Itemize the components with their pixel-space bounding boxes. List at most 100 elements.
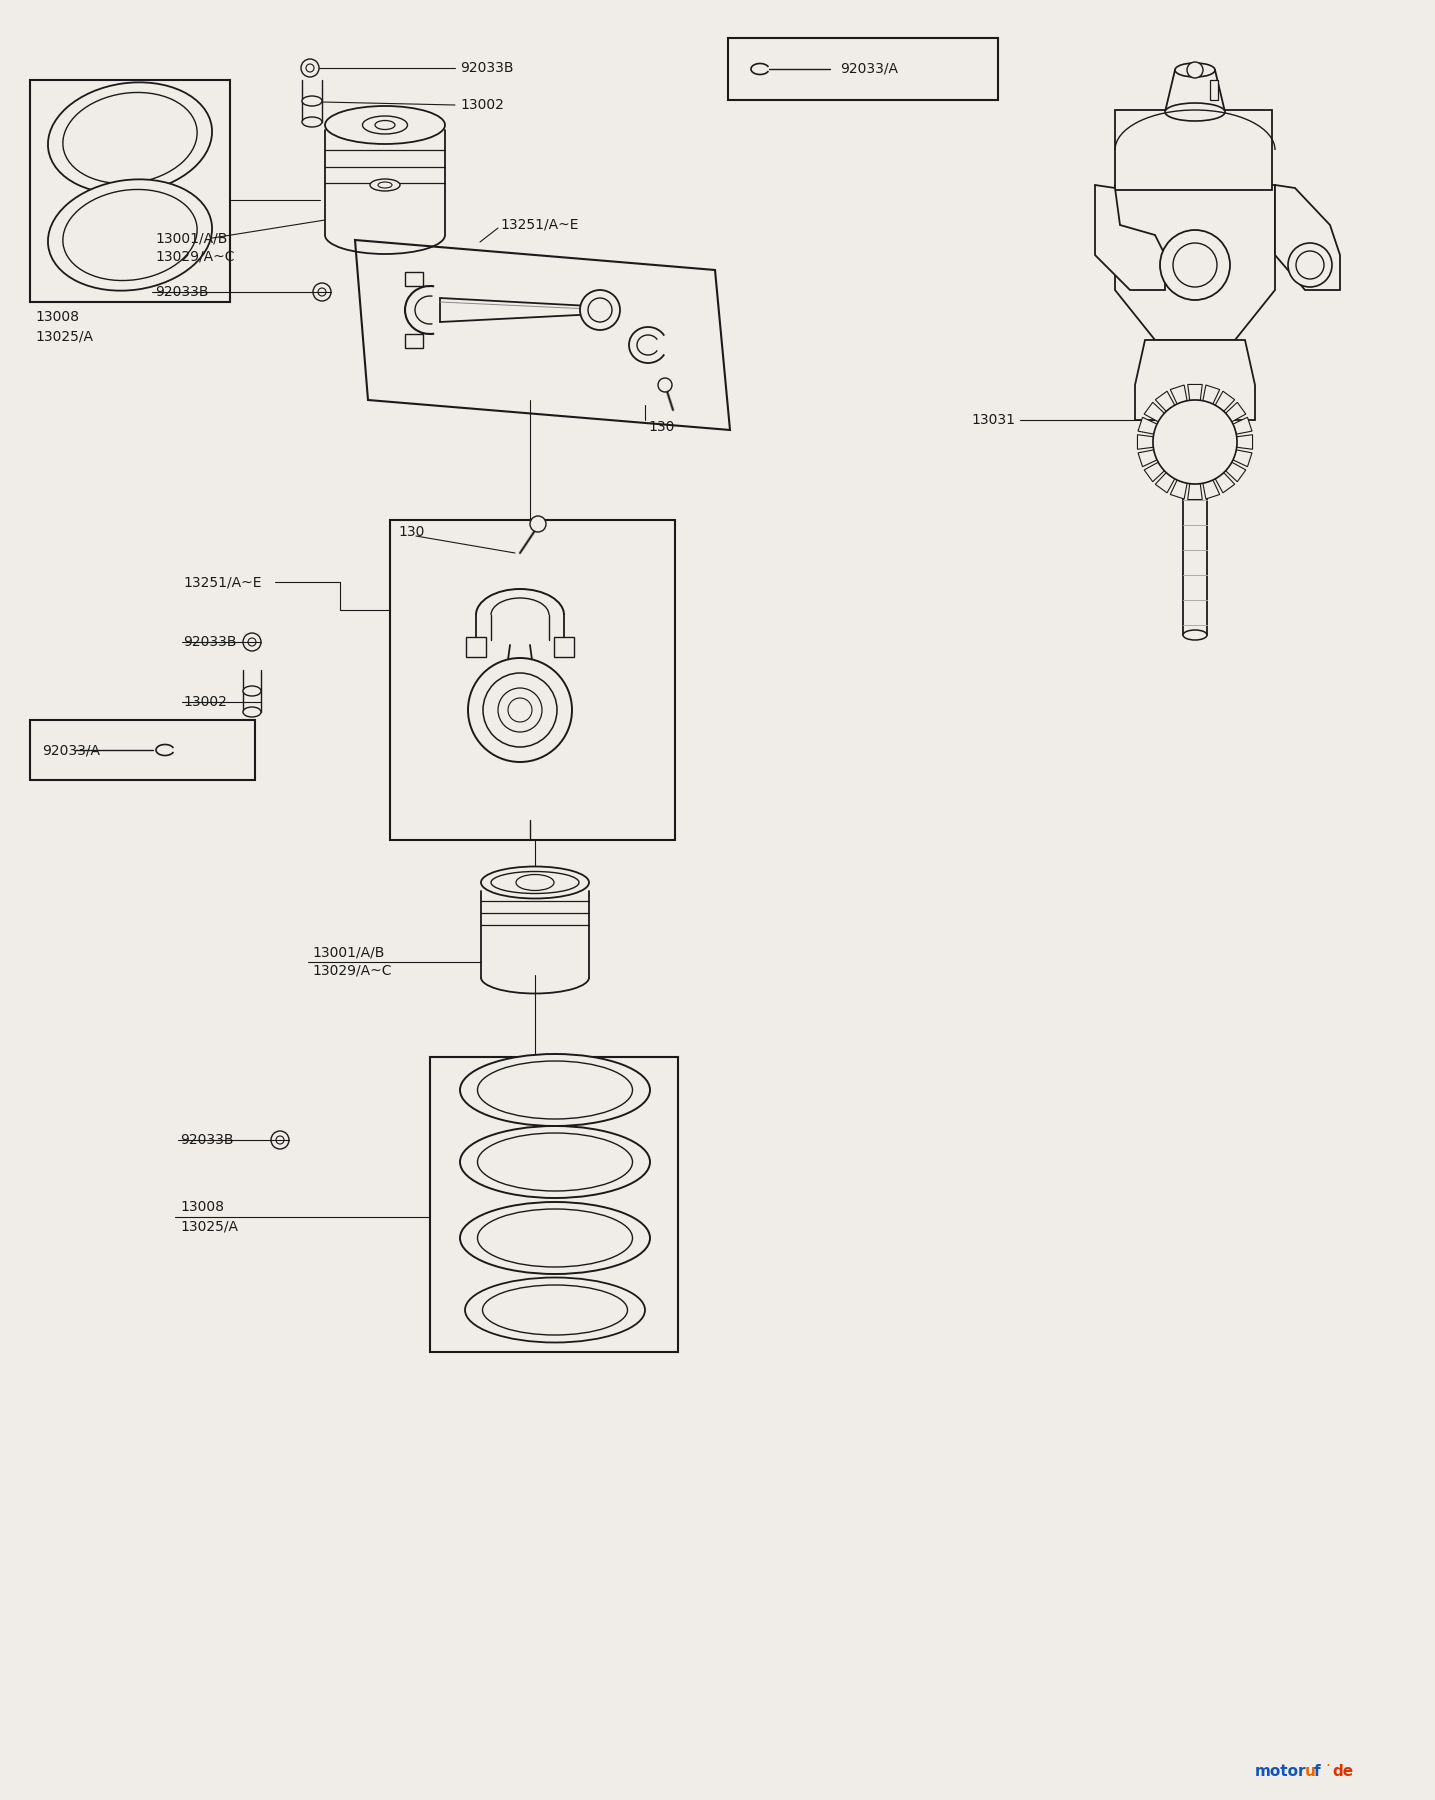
Text: 13001/A/B: 13001/A/B: [155, 230, 227, 245]
Text: 92033B: 92033B: [184, 635, 237, 650]
Ellipse shape: [47, 180, 212, 290]
Text: 92033B: 92033B: [155, 284, 208, 299]
Text: 13025/A: 13025/A: [179, 1219, 238, 1233]
Circle shape: [588, 299, 611, 322]
Text: 13251/A~E: 13251/A~E: [184, 574, 261, 589]
Text: 130: 130: [397, 526, 425, 538]
Ellipse shape: [481, 866, 588, 898]
Circle shape: [1187, 61, 1203, 77]
Ellipse shape: [517, 875, 554, 891]
Ellipse shape: [375, 121, 395, 130]
Circle shape: [530, 517, 545, 533]
Text: de: de: [1332, 1764, 1353, 1780]
Polygon shape: [1138, 418, 1157, 434]
Circle shape: [484, 673, 557, 747]
Ellipse shape: [465, 1278, 644, 1343]
Polygon shape: [1203, 481, 1220, 499]
Text: 13029/A~C: 13029/A~C: [155, 250, 234, 265]
Circle shape: [498, 688, 542, 733]
Polygon shape: [1171, 385, 1187, 403]
Polygon shape: [1135, 340, 1256, 419]
Polygon shape: [1188, 385, 1203, 400]
Circle shape: [313, 283, 331, 301]
Polygon shape: [1188, 484, 1203, 500]
Polygon shape: [1225, 463, 1246, 482]
Polygon shape: [1171, 481, 1187, 499]
Circle shape: [276, 1136, 284, 1145]
Circle shape: [243, 634, 261, 652]
Circle shape: [319, 288, 326, 295]
Text: 92033/A: 92033/A: [839, 61, 898, 76]
Ellipse shape: [324, 106, 445, 144]
Text: 13001/A/B: 13001/A/B: [311, 945, 385, 959]
Ellipse shape: [461, 1055, 650, 1127]
Polygon shape: [1144, 463, 1164, 482]
Text: 13002: 13002: [184, 695, 227, 709]
Ellipse shape: [243, 707, 261, 716]
Circle shape: [271, 1130, 288, 1148]
Bar: [554, 637, 574, 657]
Polygon shape: [1144, 401, 1164, 421]
Text: ·: ·: [1325, 1760, 1330, 1775]
Polygon shape: [1165, 70, 1225, 112]
Circle shape: [1296, 250, 1325, 279]
Text: 130: 130: [649, 419, 674, 434]
Ellipse shape: [243, 686, 261, 697]
Ellipse shape: [301, 95, 321, 106]
Circle shape: [1289, 243, 1332, 286]
Ellipse shape: [63, 189, 197, 281]
Circle shape: [659, 378, 672, 392]
Ellipse shape: [478, 1060, 633, 1120]
Text: 13031: 13031: [971, 412, 1015, 427]
Polygon shape: [441, 299, 598, 322]
Circle shape: [508, 698, 532, 722]
Polygon shape: [1115, 110, 1271, 191]
Ellipse shape: [482, 1285, 627, 1336]
Text: 13008: 13008: [34, 310, 79, 324]
Polygon shape: [1276, 185, 1340, 290]
Text: 13251/A~E: 13251/A~E: [499, 218, 578, 232]
Polygon shape: [1225, 401, 1246, 421]
Polygon shape: [1115, 185, 1276, 340]
Circle shape: [580, 290, 620, 329]
Polygon shape: [1155, 391, 1175, 412]
Text: u: u: [1304, 1764, 1316, 1780]
Ellipse shape: [461, 1202, 650, 1274]
Ellipse shape: [1182, 630, 1207, 641]
Ellipse shape: [377, 182, 392, 187]
Polygon shape: [1138, 436, 1154, 450]
Text: f: f: [1314, 1764, 1320, 1780]
Bar: [405, 335, 423, 347]
Ellipse shape: [491, 871, 578, 893]
Polygon shape: [1203, 385, 1220, 403]
Bar: [405, 272, 423, 286]
Circle shape: [1159, 230, 1230, 301]
Polygon shape: [1233, 450, 1251, 466]
Polygon shape: [1233, 418, 1251, 434]
Polygon shape: [1095, 185, 1165, 290]
Ellipse shape: [1175, 63, 1215, 77]
Circle shape: [1152, 400, 1237, 484]
Polygon shape: [354, 239, 730, 430]
Ellipse shape: [1165, 103, 1225, 121]
Text: 13029/A~C: 13029/A~C: [311, 965, 392, 977]
Text: 13025/A: 13025/A: [34, 329, 93, 344]
Polygon shape: [1155, 473, 1175, 493]
Ellipse shape: [370, 178, 400, 191]
Ellipse shape: [363, 115, 408, 133]
Circle shape: [301, 59, 319, 77]
Polygon shape: [1215, 473, 1234, 493]
Text: 13008: 13008: [179, 1201, 224, 1213]
Ellipse shape: [461, 1127, 650, 1199]
Bar: [430, 1057, 677, 1352]
Circle shape: [468, 659, 573, 761]
Bar: [30, 79, 230, 302]
Bar: [390, 520, 674, 841]
Text: 13002: 13002: [461, 97, 504, 112]
Polygon shape: [1215, 391, 1234, 412]
Circle shape: [248, 637, 255, 646]
Circle shape: [1172, 243, 1217, 286]
Bar: [728, 38, 997, 101]
Ellipse shape: [47, 83, 212, 194]
Bar: [1210, 79, 1218, 101]
